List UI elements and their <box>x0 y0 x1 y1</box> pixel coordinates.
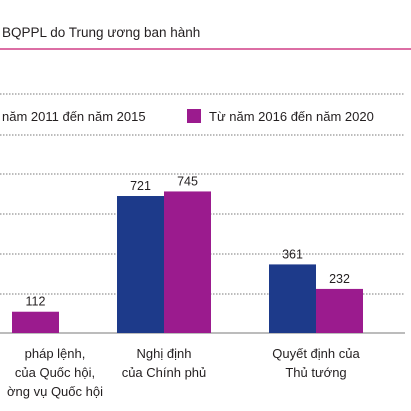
value-label-series-1-cat-3: 361 <box>282 247 303 261</box>
value-label-series-2-cat-2: 745 <box>177 174 198 188</box>
value-label-series-2-cat-1: 112 <box>26 295 46 309</box>
category-label-1-line-2: của Quốc hội, <box>15 365 95 380</box>
value-label-series-2-cat-3: 232 <box>329 272 350 286</box>
category-label-2-line-1: Nghị định <box>137 346 192 361</box>
legend-swatch-series-2 <box>187 109 201 123</box>
category-label-1-line-1: pháp lệnh, <box>25 346 86 361</box>
category-label-3-line-2: Thủ tướng <box>285 365 346 380</box>
category-label-3-line-1: Quyết định của <box>272 346 360 361</box>
chart-title: BQPPL do Trung ương ban hành <box>2 25 200 40</box>
bar-series-1-cat-3 <box>269 264 316 333</box>
category-label-2-line-2: của Chính phủ <box>122 365 207 380</box>
bar-series-2-cat-1 <box>12 311 59 333</box>
bar-series-2-cat-2 <box>164 191 211 333</box>
legend: năm 2011 đến năm 2015 Từ năm 2016 đến nă… <box>2 109 374 124</box>
category-label-1-line-3: ờng vụ Quốc hội <box>7 384 103 399</box>
value-labels: 721 361 112 745 232 <box>26 174 350 308</box>
legend-label-series-1: năm 2011 đến năm 2015 <box>2 109 146 124</box>
legend-label-series-2: Từ năm 2016 đến năm 2020 <box>209 109 374 124</box>
category-labels: pháp lệnh, của Quốc hội, ờng vụ Quốc hội Ng… <box>7 346 360 399</box>
value-label-series-1-cat-2: 721 <box>130 179 151 193</box>
bar-series-2-cat-3 <box>316 288 363 333</box>
bar-series-1-cat-2 <box>117 196 164 333</box>
bars <box>12 191 363 333</box>
